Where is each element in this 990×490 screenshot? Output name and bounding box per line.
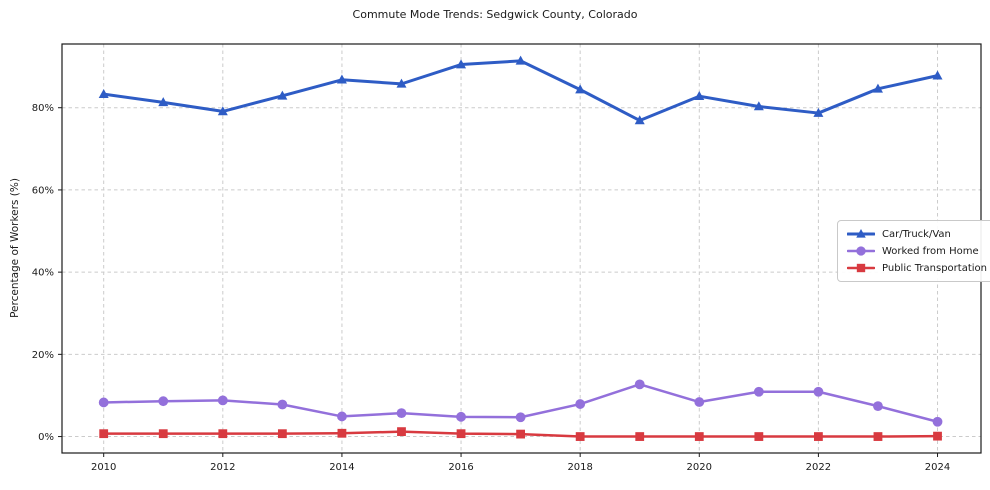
x-tick-label: 2020: [687, 462, 712, 473]
legend-sample-circle: [847, 246, 875, 256]
legend-label: Car/Truck/Van: [882, 228, 951, 240]
square-marker: [158, 429, 168, 439]
square-marker: [516, 429, 526, 439]
triangle-marker: [813, 107, 824, 117]
square-marker: [99, 429, 109, 439]
x-tick-label: 2022: [806, 462, 831, 473]
triangle-marker: [575, 84, 586, 94]
legend-label: Worked from Home: [882, 245, 979, 257]
circle-marker: [813, 386, 824, 397]
chart-title: Commute Mode Trends: Sedgwick County, Co…: [352, 8, 638, 21]
circle-marker: [98, 397, 109, 408]
circle-marker: [932, 416, 943, 427]
square-marker: [218, 429, 228, 439]
triangle-marker: [217, 106, 228, 116]
circle-marker: [856, 246, 866, 256]
triangle-marker: [856, 229, 866, 238]
triangle-marker: [515, 55, 526, 65]
square-marker: [575, 432, 585, 441]
square-marker: [277, 429, 287, 439]
square-marker: [337, 428, 347, 438]
triangle-marker: [753, 101, 764, 111]
square-marker: [933, 431, 942, 441]
triangle-marker: [396, 78, 407, 88]
triangle-marker: [336, 74, 347, 84]
triangle-marker: [932, 70, 943, 80]
circle-marker: [277, 399, 288, 410]
triangle-marker: [158, 97, 169, 107]
circle-marker: [456, 411, 466, 422]
legend-item: Public Transportation: [847, 262, 987, 274]
legend-sample-triangle: [847, 229, 875, 238]
triangle-marker: [277, 90, 288, 100]
square-marker: [873, 432, 883, 441]
circle-marker: [634, 379, 645, 390]
legend-label: Public Transportation: [882, 262, 987, 274]
circle-marker: [575, 399, 586, 409]
square-marker: [456, 429, 466, 439]
x-tick-label: 2010: [91, 462, 116, 473]
triangle-marker: [634, 115, 645, 125]
circle-marker: [753, 386, 764, 397]
legend-item: Car/Truck/Van: [847, 228, 987, 240]
triangle-marker: [98, 88, 109, 98]
circle-marker: [396, 408, 407, 419]
circle-marker: [217, 395, 228, 406]
square-marker: [754, 432, 764, 441]
legend-item: Worked from Home: [847, 245, 987, 257]
y-tick-label: 80%: [32, 103, 54, 114]
x-tick-label: 2024: [925, 462, 950, 473]
square-marker: [397, 427, 406, 437]
legend: Car/Truck/Van Worked from Home Public Tran…: [837, 220, 990, 282]
x-tick-label: 2016: [448, 462, 473, 473]
triangle-marker: [694, 91, 705, 101]
y-tick-label: 40%: [32, 268, 54, 279]
square-marker: [635, 432, 645, 441]
x-tick-label: 2014: [329, 462, 354, 473]
circle-marker: [694, 397, 705, 407]
legend-sample-square: [847, 263, 875, 273]
circle-marker: [873, 401, 883, 412]
square-marker: [856, 263, 866, 273]
circle-marker: [515, 412, 526, 423]
triangle-marker: [872, 83, 883, 93]
triangle-marker: [456, 59, 467, 69]
y-tick-label: 20%: [32, 350, 54, 361]
circle-marker: [337, 411, 347, 422]
series-line-car-truck-van: [102, 59, 940, 122]
circle-marker: [158, 396, 169, 407]
y-tick-label: 60%: [32, 185, 54, 196]
x-tick-label: 2012: [210, 462, 235, 473]
square-marker: [814, 432, 823, 441]
square-marker: [694, 432, 704, 441]
y-tick-label: 0%: [38, 432, 54, 443]
x-tick-label: 2018: [567, 462, 592, 473]
